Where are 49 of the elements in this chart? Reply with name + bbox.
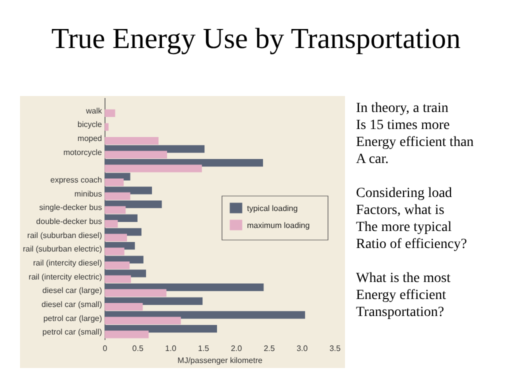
- y-tick-label: petrol car (large): [43, 314, 102, 323]
- chart-title: True Energy Use by Transportation: [51, 23, 462, 55]
- bar: [104, 150, 168, 158]
- y-tick-label: diesel car (large): [42, 286, 102, 296]
- y-tick-label: rail (intercity diesel): [33, 258, 102, 268]
- y-tick-label: walk: [84, 106, 103, 116]
- x-tick-label: 2.5: [264, 344, 276, 353]
- y-tick-label: moped: [78, 134, 102, 144]
- bar: [104, 220, 118, 228]
- bar: [104, 164, 202, 172]
- text: In theory, a train Is 15 times more Energy efficient than A car.: [356, 101, 474, 167]
- bar: [104, 330, 149, 338]
- legend-label: maximum loading: [247, 221, 310, 230]
- x-tick-label: 0: [102, 344, 108, 353]
- bar: [104, 311, 306, 319]
- x-tick-label: 1.0: [165, 344, 177, 353]
- x-tick-label: 3.5: [329, 344, 342, 353]
- y-tick-label: express coach: [50, 176, 102, 185]
- x-tick-label: 0.5: [132, 344, 144, 353]
- y-tick-label: rail (suburban electric): [22, 244, 102, 254]
- bar: [104, 261, 130, 270]
- x-tick-label: 3.0: [296, 344, 308, 353]
- bar: [104, 275, 131, 283]
- bar: [104, 234, 127, 242]
- text: Considering load Factors, what is The more typical Ratio of efficiency?: [356, 186, 467, 252]
- y-tick-label: petrol car (small): [42, 328, 102, 337]
- bar: [104, 206, 126, 214]
- legend-label: typical loading: [247, 204, 298, 213]
- x-tick-label: 2.0: [230, 344, 243, 353]
- bar: [104, 137, 159, 145]
- bar: [104, 316, 181, 324]
- bar: [104, 123, 109, 131]
- bar: [104, 302, 143, 311]
- y-tick-label: rail (suburban diesel): [27, 230, 102, 240]
- y-tick-label: bicycle: [78, 120, 103, 130]
- bar: [104, 178, 124, 186]
- bar: [104, 248, 124, 256]
- y-tick-label: motorcycle: [63, 148, 103, 157]
- y-tick-label: double-decker bus: [36, 217, 102, 226]
- y-tick-label: single-decker bus: [39, 203, 102, 212]
- text: What is the most Energy efficient Transportation?: [356, 271, 451, 320]
- bar: [104, 192, 130, 200]
- x-tick-label: 1.5: [198, 344, 210, 353]
- x-axis-title: MJ/passenger kilometre: [178, 356, 264, 365]
- y-tick-label: diesel car (small): [42, 300, 102, 309]
- y-tick-label: rail (intercity electric): [28, 272, 102, 282]
- bar: [104, 289, 166, 297]
- y-tick-label: minibus: [74, 189, 102, 198]
- bar: [104, 109, 116, 117]
